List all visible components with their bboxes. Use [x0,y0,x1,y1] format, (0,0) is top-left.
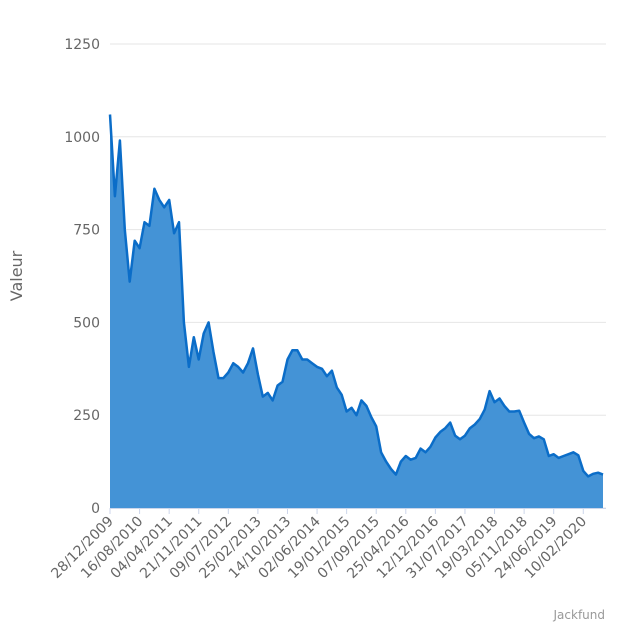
y-tick-label: 1000 [64,130,100,146]
y-tick-label: 500 [73,315,100,331]
credit: Jackfund [553,608,606,622]
y-tick-label: 750 [73,223,100,239]
y-tick-label: 0 [91,501,100,517]
y-axis-title: Valeur [7,250,26,301]
area-fill [110,114,603,508]
area-line [108,114,604,478]
y-tick-label: 1250 [64,37,100,53]
y-tick-label: 250 [73,408,100,424]
